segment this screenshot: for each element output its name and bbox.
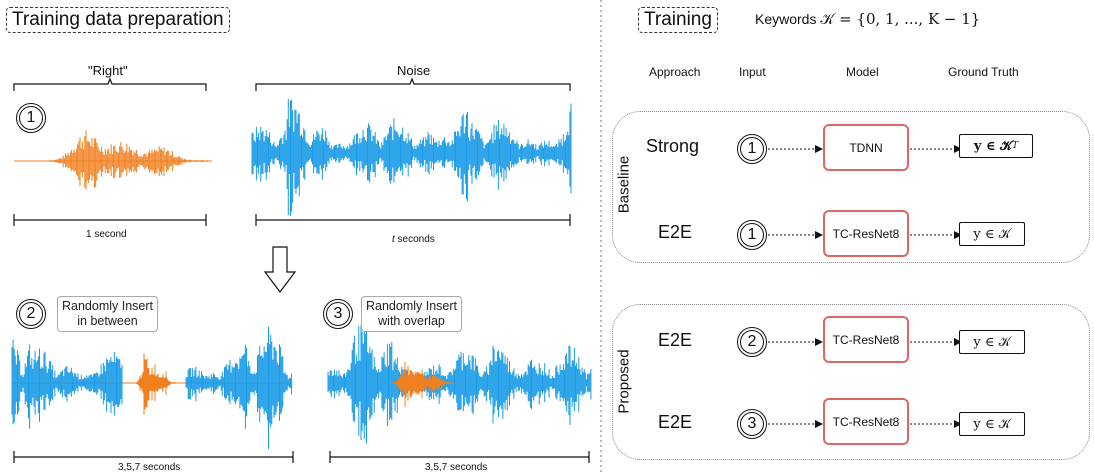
flow-arrows	[768, 145, 962, 428]
header-input: Input	[739, 65, 766, 79]
brace-right	[13, 77, 207, 91]
brace-noise	[255, 77, 571, 91]
header-model: Model	[846, 65, 879, 79]
waveform-right	[14, 130, 212, 190]
baseline-label: Baseline	[615, 155, 633, 214]
row-4-input-badge: 3	[737, 409, 767, 439]
right-keyword-label: "Right"	[88, 63, 128, 78]
t-var: t	[392, 234, 395, 245]
header-approach: Approach	[649, 65, 701, 79]
row-2-ground-truth: y ∈ 𝒦	[959, 222, 1025, 246]
keywords-prefix: Keywords	[755, 11, 821, 27]
duration-label-a: 3,5,7 seconds	[118, 462, 181, 473]
row-3-approach: E2E	[658, 330, 693, 350]
waveform-noise	[251, 98, 572, 216]
row-1-gt-sup: T	[1012, 141, 1019, 151]
input-1-badge: 1	[16, 103, 46, 133]
scale-t	[255, 214, 571, 226]
row-3-input-badge: 2	[737, 327, 767, 357]
insert-overlap-callout: Randomly Insert with overlap	[361, 296, 463, 332]
t-seconds-label: t seconds	[392, 234, 435, 245]
keywords-definition: Keywords 𝒦 = {0, 1, ..., K − 1}	[755, 10, 980, 28]
waveform-insert-overlap	[327, 325, 592, 444]
row-1-gt-text: y ∈ 𝒦	[973, 138, 1013, 154]
row-2-input-badge: 1	[737, 220, 767, 250]
row-1-approach: Strong	[646, 136, 700, 156]
input-3-badge: 3	[323, 299, 353, 329]
row-4-ground-truth: y ∈ 𝒦	[959, 412, 1025, 436]
row-3-ground-truth: y ∈ 𝒦	[959, 330, 1025, 354]
scale-357-b	[329, 451, 590, 463]
keywords-math: 𝒦 = {0, 1, ..., K − 1}	[820, 10, 981, 28]
down-arrow-icon	[263, 246, 297, 293]
input-2-badge: 2	[16, 299, 46, 329]
waveform-insert-between	[11, 326, 293, 449]
insert-between-callout: Randomly Insert in between	[57, 296, 159, 332]
noise-label: Noise	[397, 63, 431, 78]
proposed-label: Proposed	[615, 349, 633, 414]
row-4-approach: E2E	[658, 412, 693, 432]
row-2-model-box: TC-ResNet8	[823, 210, 909, 257]
baseline-group	[612, 111, 1090, 263]
proposed-group	[612, 304, 1090, 460]
scale-1s	[13, 214, 207, 226]
header-ground-truth: Ground Truth	[948, 65, 1019, 79]
duration-label-b: 3,5,7 seconds	[425, 462, 488, 473]
row-2-approach: E2E	[658, 222, 693, 242]
training-title: Training	[638, 7, 718, 33]
row-1-model-box: TDNN	[823, 124, 909, 171]
scale-357-a	[13, 451, 294, 463]
t-unit: seconds	[394, 234, 435, 245]
row-4-model-box: TC-ResNet8	[823, 398, 909, 445]
row-1-input-badge: 1	[737, 134, 767, 164]
row-3-model-box: TC-ResNet8	[823, 316, 909, 363]
one-second-label: 1 second	[86, 229, 127, 240]
training-data-preparation-title: Training data preparation	[6, 7, 230, 33]
